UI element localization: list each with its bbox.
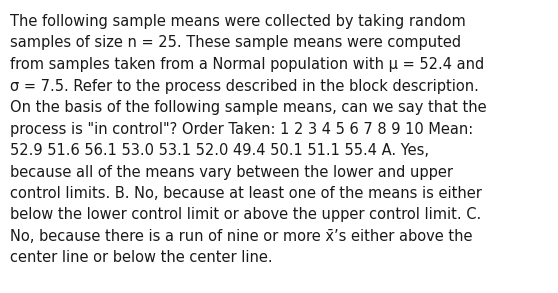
- Text: from samples taken from a Normal population with μ = 52.4 and: from samples taken from a Normal populat…: [10, 57, 484, 72]
- Text: On the basis of the following sample means, can we say that the: On the basis of the following sample mea…: [10, 100, 487, 115]
- Text: process is "in control"? Order Taken: 1 2 3 4 5 6 7 8 9 10 Mean:: process is "in control"? Order Taken: 1 …: [10, 122, 473, 137]
- Text: below the lower control limit or above the upper control limit. C.: below the lower control limit or above t…: [10, 207, 481, 222]
- Text: control limits. B. No, because at least one of the means is either: control limits. B. No, because at least …: [10, 186, 482, 201]
- Text: samples of size n = 25. These sample means were computed: samples of size n = 25. These sample mea…: [10, 35, 461, 50]
- Text: σ = 7.5. Refer to the process described in the block description.: σ = 7.5. Refer to the process described …: [10, 79, 479, 93]
- Text: The following sample means were collected by taking random: The following sample means were collecte…: [10, 14, 466, 29]
- Text: because all of the means vary between the lower and upper: because all of the means vary between th…: [10, 164, 453, 180]
- Text: 52.9 51.6 56.1 53.0 53.1 52.0 49.4 50.1 51.1 55.4 A. Yes,: 52.9 51.6 56.1 53.0 53.1 52.0 49.4 50.1 …: [10, 143, 429, 158]
- Text: center line or below the center line.: center line or below the center line.: [10, 251, 273, 265]
- Text: No, because there is a run of nine or more x̄’s either above the: No, because there is a run of nine or mo…: [10, 229, 473, 244]
